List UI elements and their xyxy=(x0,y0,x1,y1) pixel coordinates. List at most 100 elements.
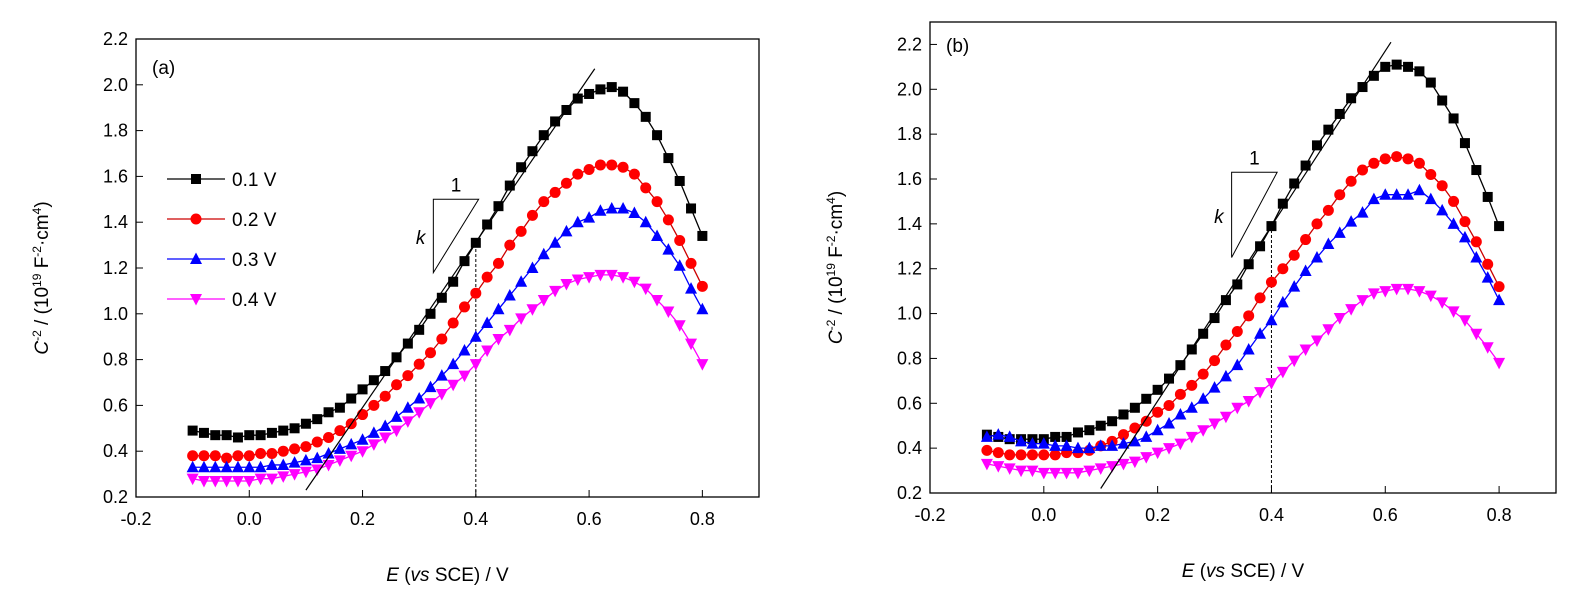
data-point xyxy=(458,301,470,313)
legend: 0.1 V 0.2 V 0.3 V 0.4 V xyxy=(167,170,277,311)
data-point xyxy=(311,464,324,477)
data-point xyxy=(617,201,630,214)
data-point xyxy=(1095,420,1106,431)
data-point xyxy=(1163,443,1176,455)
data-point xyxy=(266,447,278,459)
data-point xyxy=(1243,310,1255,322)
data-point xyxy=(571,274,584,286)
series-0p3V xyxy=(980,183,1506,454)
data-point xyxy=(1026,465,1039,478)
data-point xyxy=(1049,467,1062,480)
data-point xyxy=(1164,373,1175,384)
data-point xyxy=(1368,70,1379,81)
data-point xyxy=(595,84,606,95)
label-segment: ) xyxy=(32,201,53,207)
data-point xyxy=(583,272,596,284)
series-line xyxy=(986,288,1500,474)
data-point xyxy=(1482,258,1494,270)
data-point xyxy=(482,219,493,230)
data-point xyxy=(299,466,312,479)
data-point xyxy=(1368,157,1380,169)
data-point xyxy=(651,196,663,208)
data-point xyxy=(1265,313,1278,326)
label-segment: vs xyxy=(411,565,431,586)
data-point xyxy=(1367,288,1380,300)
data-point xyxy=(617,272,630,284)
label-segment: F xyxy=(826,246,847,263)
data-point xyxy=(414,324,425,335)
data-point xyxy=(1300,234,1312,246)
data-point xyxy=(1390,188,1403,200)
data-point xyxy=(334,425,346,437)
data-point xyxy=(1436,180,1448,192)
data-point xyxy=(1151,423,1164,436)
data-point xyxy=(1424,290,1437,303)
series-line xyxy=(986,63,1500,440)
data-point xyxy=(685,282,698,294)
data-point xyxy=(515,275,528,287)
data-point xyxy=(1208,381,1221,393)
y-tick-label: 1.6 xyxy=(103,166,128,186)
legend-marker xyxy=(190,252,202,264)
slope-triangle xyxy=(1231,171,1278,258)
data-point xyxy=(1413,183,1426,196)
data-point xyxy=(549,186,561,198)
data-point xyxy=(209,450,221,462)
data-point xyxy=(651,295,664,307)
data-point xyxy=(1288,280,1301,292)
y-tick-label: 2.2 xyxy=(897,34,922,54)
data-point xyxy=(537,247,550,260)
x-tick-label: 0.2 xyxy=(350,509,375,529)
data-point xyxy=(1494,221,1505,232)
data-point xyxy=(538,196,550,208)
y-tick-label: 0.2 xyxy=(897,483,922,503)
data-point xyxy=(436,292,447,303)
data-point xyxy=(1220,339,1232,351)
data-point xyxy=(1447,306,1460,318)
data-point xyxy=(1185,401,1198,413)
data-point xyxy=(1391,59,1402,70)
data-point xyxy=(469,330,482,342)
data-point xyxy=(390,425,403,438)
data-point xyxy=(560,177,572,189)
data-point xyxy=(1242,342,1255,355)
data-point xyxy=(198,427,209,438)
data-point xyxy=(662,214,674,226)
data-point xyxy=(583,211,596,223)
data-point xyxy=(356,433,369,445)
y-tick-label: 1.8 xyxy=(103,121,128,141)
data-point xyxy=(1288,355,1301,368)
data-point xyxy=(1276,366,1289,379)
data-point xyxy=(1356,206,1369,218)
data-point xyxy=(992,428,1005,440)
data-point xyxy=(186,460,199,473)
data-point xyxy=(662,243,675,255)
y-tick-label: 2.0 xyxy=(103,75,128,95)
label-segment: / (10 xyxy=(32,287,53,330)
data-point xyxy=(1185,431,1198,444)
y-tick-label: 1.0 xyxy=(103,304,128,324)
data-point xyxy=(1300,160,1311,171)
data-point xyxy=(1367,192,1380,205)
data-point xyxy=(243,460,256,473)
data-point xyxy=(1141,393,1152,404)
data-point xyxy=(1231,402,1244,415)
data-point xyxy=(673,320,686,332)
data-point xyxy=(1402,283,1415,296)
data-point xyxy=(992,461,1005,473)
data-point xyxy=(1197,368,1209,380)
data-point xyxy=(1231,358,1244,371)
data-point xyxy=(232,450,244,462)
data-point xyxy=(1140,430,1153,442)
x-tick-label: 0.2 xyxy=(1145,505,1170,525)
data-point xyxy=(254,460,267,473)
data-point xyxy=(1402,188,1415,200)
data-point xyxy=(980,430,993,442)
data-point xyxy=(1003,430,1016,442)
data-point xyxy=(492,257,504,269)
data-point xyxy=(1436,203,1449,216)
label-segment: C xyxy=(32,341,53,355)
data-point xyxy=(1458,315,1471,327)
data-point xyxy=(220,475,233,488)
data-point xyxy=(1219,369,1232,382)
